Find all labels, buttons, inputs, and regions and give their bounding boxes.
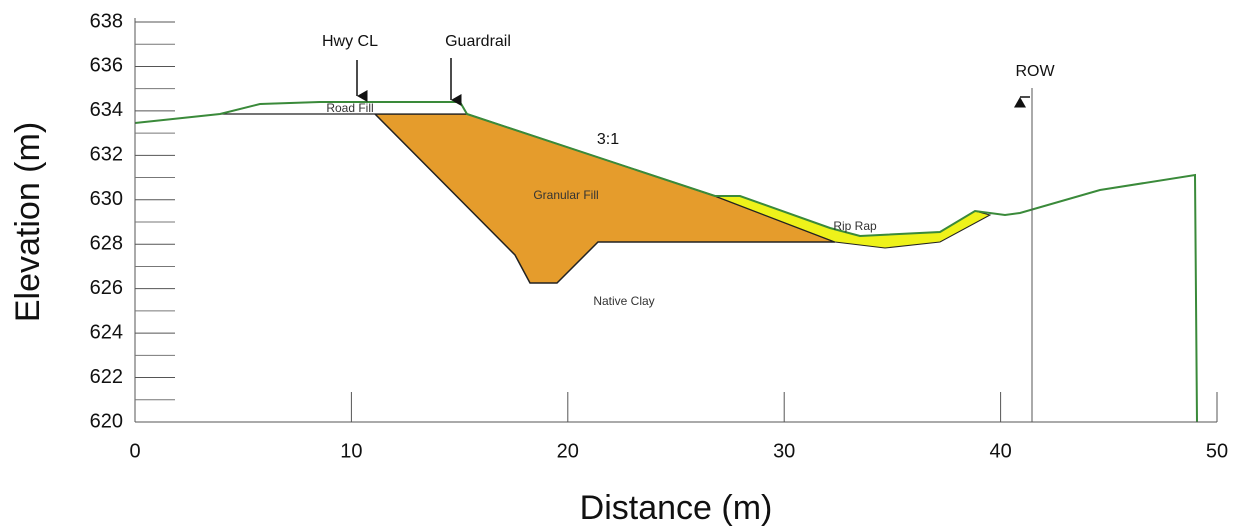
- x-tick-label: 10: [340, 440, 362, 462]
- x-tick-label: 20: [557, 440, 579, 462]
- slope-label: 3:1: [597, 131, 619, 148]
- x-axis-title: Distance (m): [580, 489, 773, 527]
- y-axis-title: Elevation (m): [9, 122, 47, 322]
- hwy-cl-label: Hwy CL: [322, 33, 378, 50]
- y-tick-label: 628: [90, 233, 123, 255]
- y-tick-label: 638: [90, 10, 123, 32]
- x-tick-label: 40: [989, 440, 1011, 462]
- rip-rap-label: Rip Rap: [833, 219, 877, 233]
- y-tick-label: 632: [90, 144, 123, 166]
- granular-fill-label: Granular Fill: [533, 188, 598, 202]
- y-tick-label: 634: [90, 99, 123, 121]
- native-clay-label: Native Clay: [593, 294, 654, 308]
- ground-surface: [135, 102, 1197, 422]
- guardrail-label: Guardrail: [445, 33, 511, 50]
- y-tick-label: 624: [90, 321, 123, 343]
- y-tick-label: 630: [90, 188, 123, 210]
- row-label: ROW: [1015, 63, 1055, 80]
- y-tick-label: 636: [90, 55, 123, 77]
- x-tick-label: 0: [129, 440, 140, 462]
- x-tick-label: 30: [773, 440, 795, 462]
- cross-section: Distance (m) Elevation (m) Hwy CL Guardr…: [0, 0, 1243, 531]
- y-tick-label: 626: [90, 277, 123, 299]
- y-tick-label: 622: [90, 366, 123, 388]
- road-fill-label: Road Fill: [326, 101, 373, 115]
- x-tick-label: 50: [1206, 440, 1228, 462]
- y-tick-label: 620: [90, 410, 123, 432]
